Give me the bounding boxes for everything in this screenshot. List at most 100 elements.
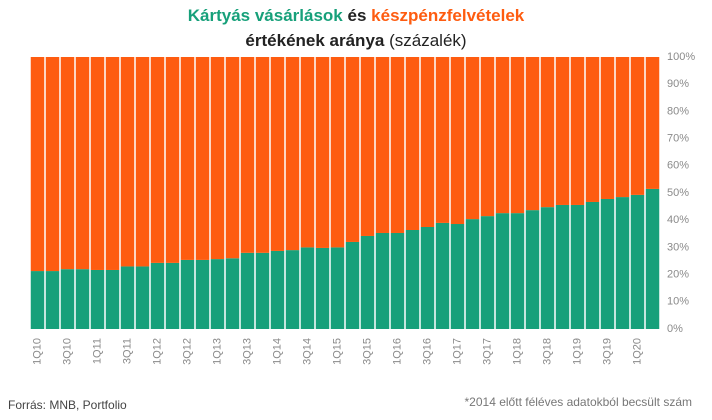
bar-segment <box>300 57 315 248</box>
bar-segment <box>510 57 525 214</box>
title-series-0: Kártyás vásárlások <box>188 6 344 25</box>
bar-segment <box>600 57 615 199</box>
bar-segment <box>75 57 90 270</box>
bar-segment <box>645 188 660 329</box>
bar-segment <box>525 210 540 329</box>
bar-segment <box>630 194 645 329</box>
bar-segment <box>225 258 240 329</box>
bar-segment <box>465 219 480 329</box>
bar-segment <box>570 57 585 205</box>
bar-segment <box>450 57 465 225</box>
y-tick-label: 60% <box>667 160 689 172</box>
bar-segment <box>90 269 105 329</box>
bar-segment <box>180 259 195 329</box>
bar-segment <box>585 57 600 202</box>
bar-segment <box>60 269 75 329</box>
y-tick-label: 40% <box>667 214 689 226</box>
x-tick-label: 3Q19 <box>601 338 613 365</box>
bar-segment <box>165 262 180 329</box>
y-tick-label: 20% <box>667 269 689 281</box>
bar-segment <box>135 57 150 267</box>
bar-segment <box>195 57 210 260</box>
x-tick-label: 1Q14 <box>271 338 283 365</box>
x-tick-label: 3Q12 <box>181 338 193 365</box>
bar-segment <box>240 57 255 253</box>
bar-segment <box>540 57 555 208</box>
bar-segment <box>375 57 390 233</box>
bar-segment <box>435 57 450 223</box>
bar-segment <box>165 57 180 263</box>
x-tick-label: 3Q15 <box>361 338 373 365</box>
bar-segment <box>465 57 480 220</box>
bar-segment <box>600 198 615 329</box>
bar-segment <box>360 57 375 236</box>
y-tick-label: 100% <box>667 51 695 63</box>
bar-segment <box>120 266 135 329</box>
x-tick-label: 1Q10 <box>31 338 43 365</box>
x-tick-label: 1Q20 <box>631 338 643 365</box>
source: Forrás: MNB, Portfolio <box>8 398 127 412</box>
bar-segment <box>585 201 600 329</box>
bar-segment <box>390 232 405 329</box>
x-tick-label: 1Q17 <box>451 338 463 365</box>
y-tick-label: 90% <box>667 78 689 90</box>
x-tick-label: 3Q13 <box>241 338 253 365</box>
x-tick-label: 3Q14 <box>301 338 313 365</box>
y-tick-label: 50% <box>667 187 689 199</box>
bar-segment <box>525 57 540 211</box>
bar-segment <box>345 57 360 242</box>
bar-segment <box>210 259 225 329</box>
bar-segment <box>285 250 300 329</box>
y-tick-label: 0% <box>667 323 683 335</box>
bar-segment <box>45 57 60 272</box>
bar-segment <box>30 57 45 272</box>
bar-segment <box>255 252 270 329</box>
bar-segment <box>615 197 630 329</box>
bar-segment <box>495 57 510 214</box>
bar-segment <box>240 252 255 329</box>
bar-segment <box>195 259 210 329</box>
bar-segment <box>375 232 390 329</box>
bar-segment <box>510 213 525 329</box>
bar-segment <box>405 229 420 329</box>
bar-segment <box>150 57 165 263</box>
bar-segment <box>105 57 120 270</box>
bar-segment <box>555 204 570 329</box>
x-tick-label: 3Q16 <box>421 338 433 365</box>
bar-segment <box>480 216 495 329</box>
bar-segment <box>420 57 435 227</box>
bar-segment <box>270 57 285 251</box>
x-tick-label: 1Q19 <box>571 338 583 365</box>
x-tick-label: 1Q12 <box>151 338 163 365</box>
note: *2014 előtt féléves adatokból becsült sz… <box>465 395 692 409</box>
bar-segment <box>390 57 405 233</box>
bar-segment <box>210 57 225 260</box>
bar-segment <box>45 271 60 329</box>
bar-segment <box>615 57 630 198</box>
bar-segment <box>480 57 495 217</box>
title-series-1: készpénzfelvételek <box>371 6 525 25</box>
bar-segment <box>315 247 330 329</box>
bar-segment <box>345 241 360 329</box>
bar-segment <box>225 57 240 259</box>
y-tick-label: 10% <box>667 296 689 308</box>
x-tick-label: 3Q10 <box>61 338 73 365</box>
title-joiner: és <box>348 6 367 25</box>
y-tick-label: 80% <box>667 105 689 117</box>
bar-segment <box>135 266 150 329</box>
bar-segment <box>495 213 510 329</box>
bar-segment <box>255 57 270 253</box>
x-tick-label: 1Q16 <box>391 338 403 365</box>
bar-segment <box>75 269 90 329</box>
bar-segment <box>405 57 420 230</box>
subtitle-bold: értékének aránya <box>245 31 384 50</box>
x-tick-label: 1Q15 <box>331 338 343 365</box>
x-tick-label: 1Q11 <box>91 338 103 364</box>
y-tick-label: 30% <box>667 241 689 253</box>
x-tick-label: 1Q13 <box>211 338 223 365</box>
bar-segment <box>420 227 435 329</box>
bar-segment <box>120 57 135 267</box>
subtitle-unit: (százalék) <box>389 31 466 50</box>
bar-segment <box>555 57 570 205</box>
